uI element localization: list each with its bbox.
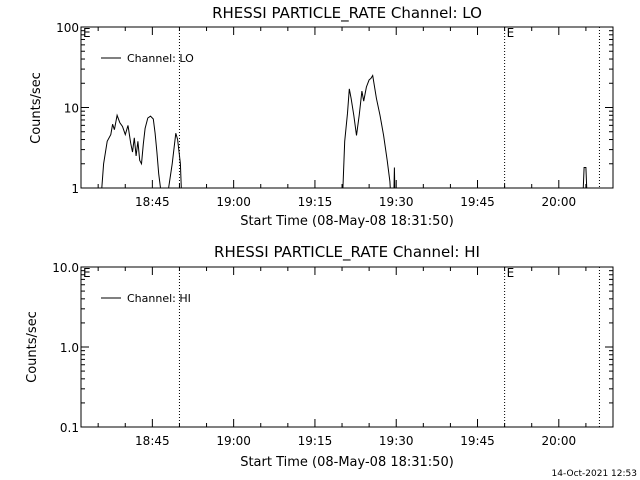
x-tick-label: 19:00 <box>216 434 251 448</box>
series-line <box>101 74 588 188</box>
x-tick-label: 20:00 <box>542 195 577 209</box>
x-tick-label: 19:30 <box>379 195 414 209</box>
marker-label: E <box>507 26 515 40</box>
x-tick-label: 19:45 <box>460 195 495 209</box>
chart-title-hi: RHESSI PARTICLE_RATE Channel: HI <box>214 243 480 262</box>
x-axis-label-hi: Start Time (08-May-08 18:31:50) <box>240 455 454 470</box>
panel-lo: RHESSI PARTICLE_RATE Channel: LO Counts/… <box>29 4 614 229</box>
panel-hi: RHESSI PARTICLE_RATE Channel: HI Counts/… <box>25 243 614 470</box>
marker-label: E <box>83 26 91 40</box>
x-tick-label: 19:45 <box>460 434 495 448</box>
footer-timestamp: 14-Oct-2021 12:53 <box>552 469 637 479</box>
y-tick-label: 1 <box>71 182 79 196</box>
y-tick-label: 10.0 <box>52 261 79 275</box>
x-tick-label: 18:45 <box>135 195 170 209</box>
y-tick-label: 1.0 <box>60 341 79 355</box>
x-tick-label: 18:45 <box>135 434 170 448</box>
y-axis-label-lo: Counts/sec <box>29 72 44 144</box>
x-tick-label: 19:00 <box>216 195 251 209</box>
x-tick-label: 19:30 <box>379 434 414 448</box>
y-tick-label: 0.1 <box>60 421 79 435</box>
x-tick-label: 20:00 <box>542 434 577 448</box>
legend-label-lo: Channel: LO <box>127 52 194 65</box>
y-axis-label-hi: Counts/sec <box>25 311 40 383</box>
x-tick-label: 19:15 <box>298 195 333 209</box>
x-tick-label: 19:15 <box>298 434 333 448</box>
plot-frame <box>80 266 614 428</box>
y-tick-label: 10 <box>64 102 79 116</box>
y-tick-label: 100 <box>56 21 79 35</box>
legend-label-hi: Channel: HI <box>127 292 191 305</box>
chart-title-lo: RHESSI PARTICLE_RATE Channel: LO <box>212 4 482 23</box>
marker-label: E <box>83 266 91 280</box>
marker-label: E <box>507 266 515 280</box>
x-axis-label-lo: Start Time (08-May-08 18:31:50) <box>240 214 454 229</box>
